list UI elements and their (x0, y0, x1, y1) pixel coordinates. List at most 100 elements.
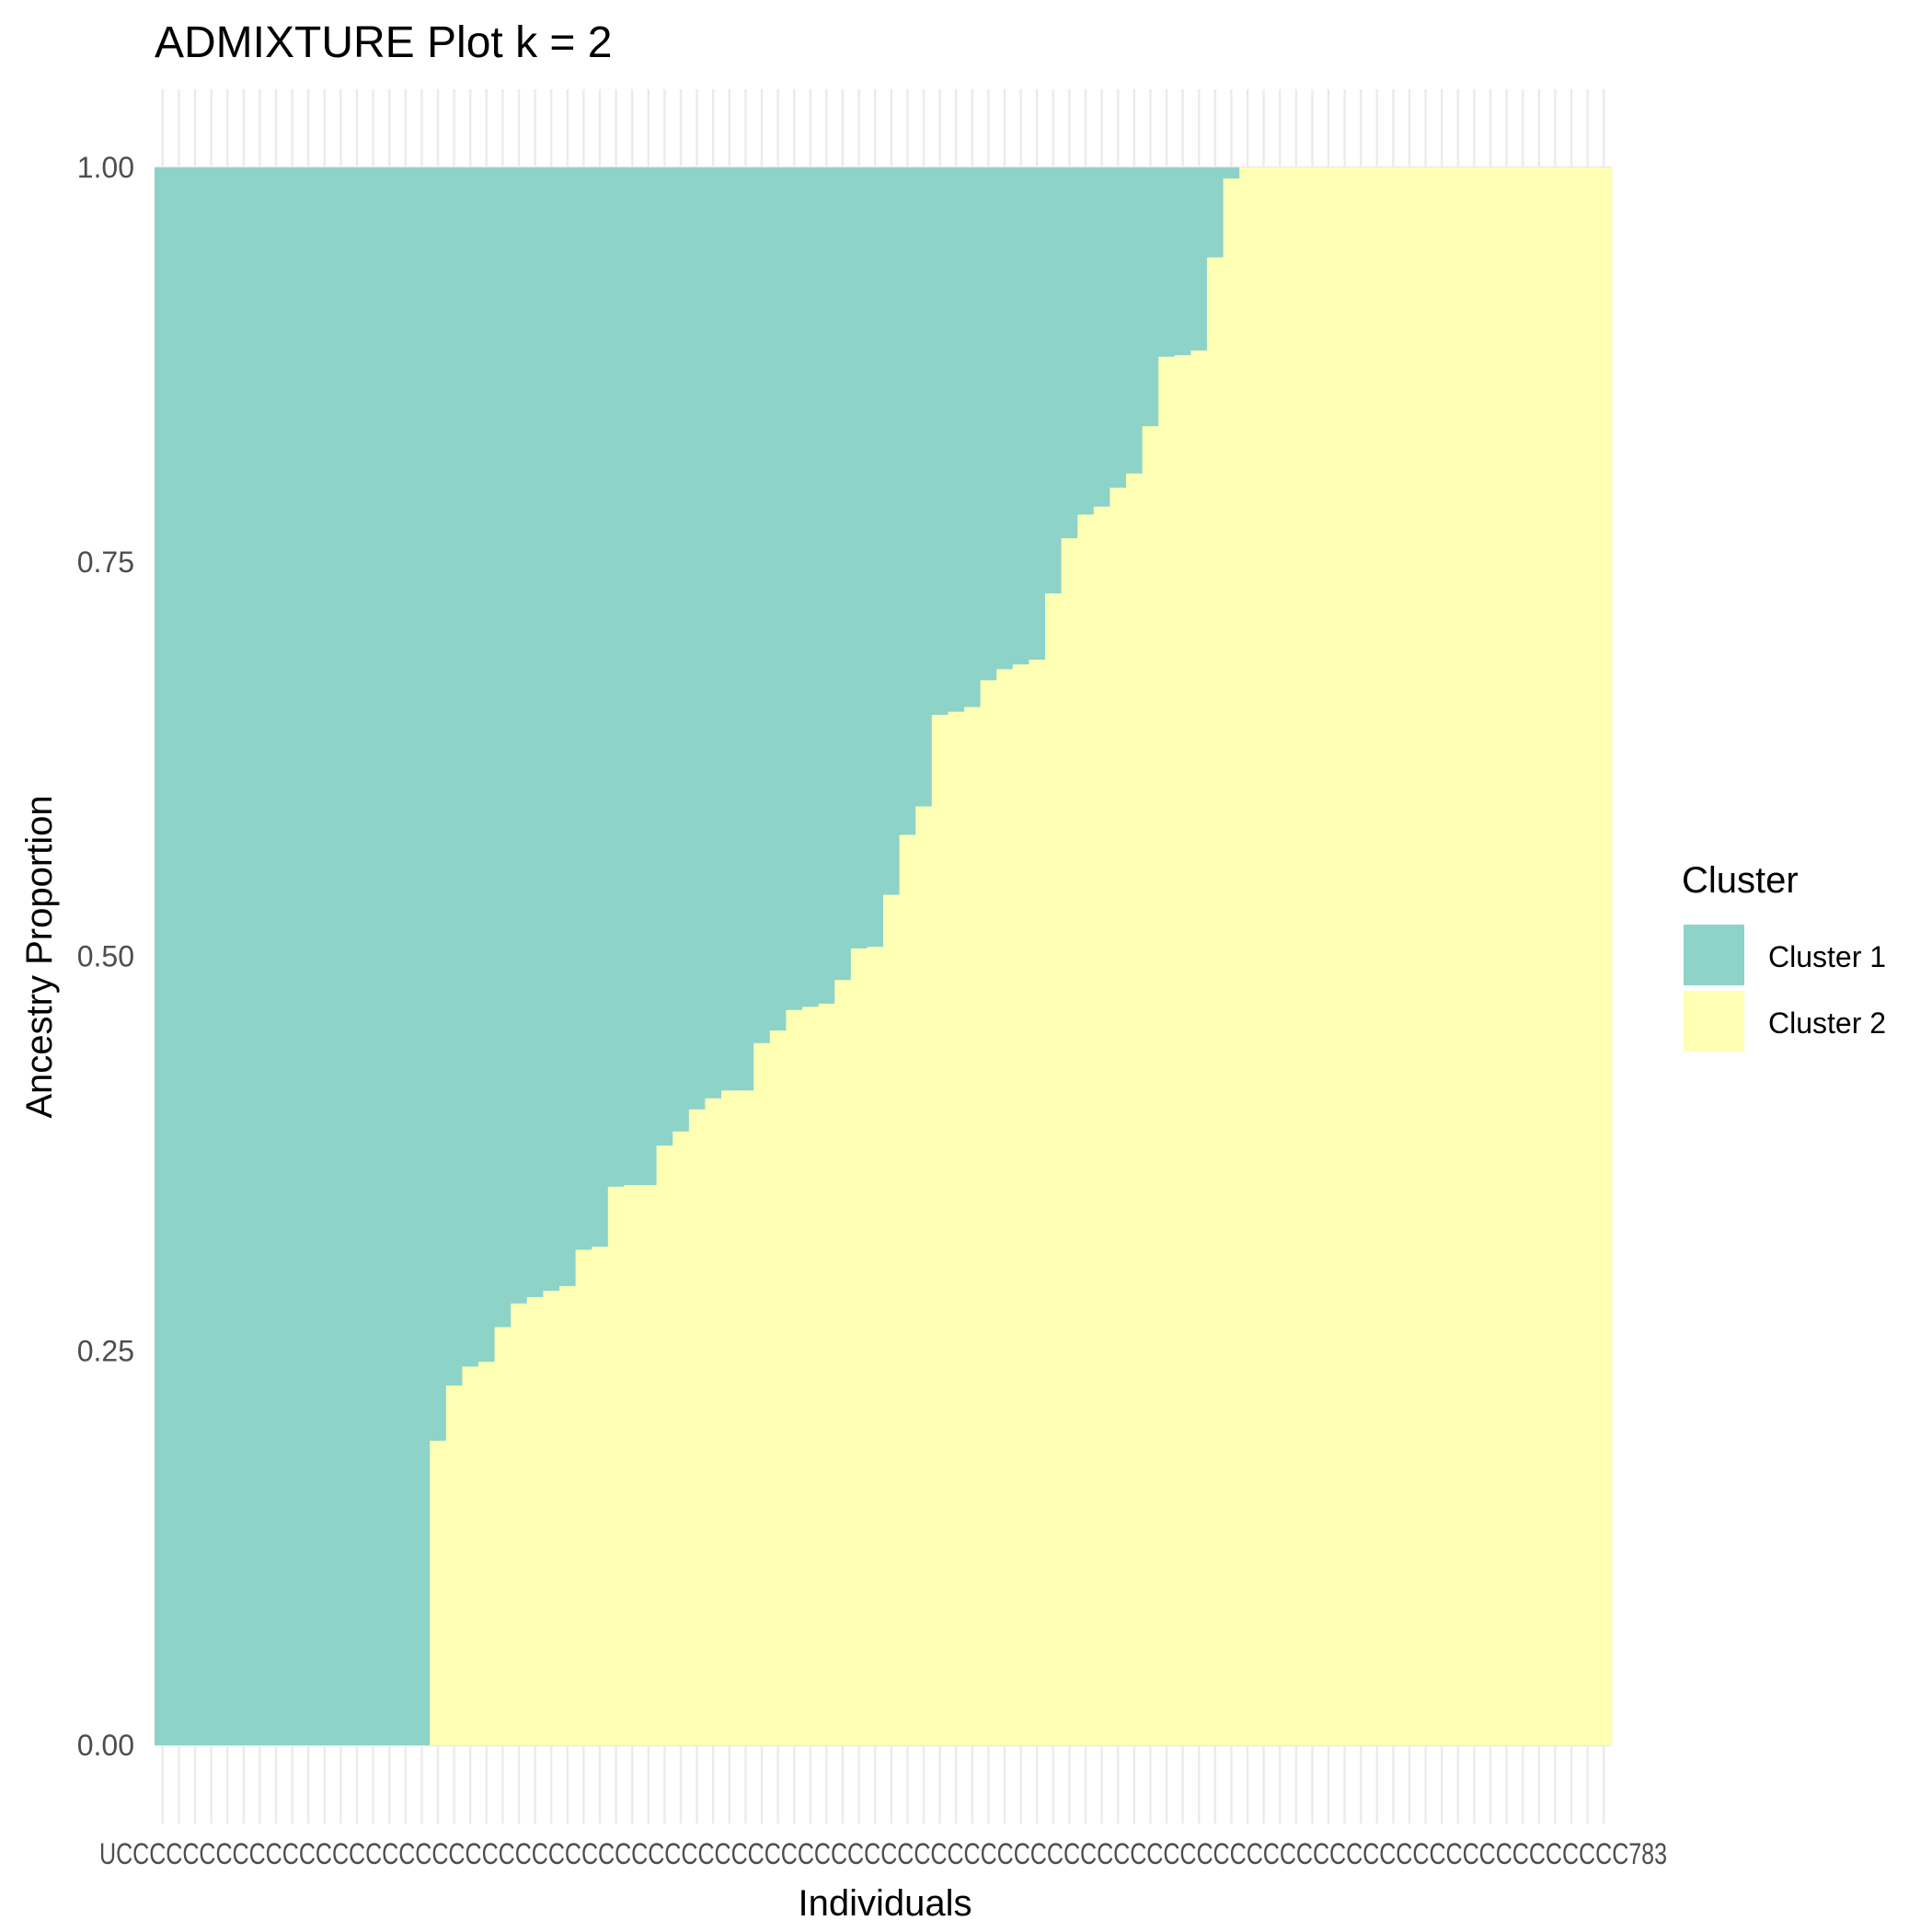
bar-cluster-1 (219, 167, 236, 1745)
bar-cluster-2 (445, 1385, 463, 1745)
bar-cluster-1 (268, 167, 285, 1745)
bar-cluster-1 (1012, 167, 1029, 665)
y-axis-title: Ancestry Proportion (19, 795, 60, 1118)
bar-cluster-2 (1255, 167, 1272, 1745)
bar-cluster-2 (769, 1030, 787, 1745)
bar-cluster-1 (948, 167, 965, 712)
bar-cluster-2 (1563, 167, 1581, 1745)
y-tick-label: 0.50 (77, 940, 134, 973)
bar-cluster-2 (948, 711, 965, 1745)
bar-cluster-1 (1045, 167, 1063, 594)
bar-cluster-1 (1158, 167, 1176, 357)
bar-cluster-2 (430, 1441, 447, 1745)
bar-cluster-1 (1077, 167, 1095, 515)
bar-cluster-1 (251, 167, 269, 1745)
bar-cluster-2 (1288, 167, 1305, 1745)
bar-cluster-2 (462, 1366, 479, 1745)
legend-label-cluster-2: Cluster 2 (1768, 1006, 1886, 1040)
bar-cluster-1 (980, 167, 997, 681)
bar-cluster-1 (332, 167, 350, 1745)
bar-cluster-2 (1385, 167, 1402, 1745)
bar-cluster-1 (592, 167, 609, 1248)
bar-cluster-2 (883, 894, 901, 1745)
bar-cluster-1 (1061, 167, 1078, 539)
legend-title: Cluster (1682, 860, 1799, 901)
bar-cluster-1 (737, 167, 754, 1091)
bar-cluster-2 (673, 1131, 690, 1745)
bar-cluster-2 (1207, 257, 1225, 1745)
bar-cluster-2 (931, 715, 949, 1745)
bar-cluster-2 (1531, 167, 1548, 1745)
bar-cluster-2 (1369, 167, 1386, 1745)
bar-cluster-2 (494, 1327, 512, 1745)
y-tick-label: 0.25 (77, 1334, 134, 1367)
bar-cluster-1 (1093, 167, 1110, 507)
legend-swatch-cluster-2 (1684, 991, 1744, 1052)
bar-cluster-2 (753, 1042, 771, 1745)
bar-cluster-2 (1514, 167, 1532, 1745)
bar-cluster-1 (786, 167, 803, 1010)
bar-cluster-1 (1223, 167, 1240, 179)
bar-cluster-2 (1029, 660, 1046, 1745)
bar-cluster-2 (786, 1009, 803, 1745)
bar-cluster-2 (511, 1303, 528, 1745)
bar-cluster-2 (915, 806, 933, 1745)
bar-cluster-1 (543, 167, 560, 1292)
bar-cluster-1 (673, 167, 690, 1132)
bar-cluster-2 (964, 707, 982, 1745)
bar-cluster-2 (1579, 167, 1596, 1745)
bar-cluster-2 (656, 1145, 673, 1745)
bar-cluster-1 (996, 167, 1014, 670)
bar-cluster-1 (155, 167, 172, 1745)
bar-cluster-1 (1029, 167, 1046, 661)
bar-cluster-2 (1223, 178, 1240, 1745)
bar-cluster-2 (1466, 167, 1483, 1745)
bar-cluster-2 (1547, 167, 1564, 1745)
bar-cluster-1 (397, 167, 415, 1745)
bar-cluster-1 (656, 167, 673, 1146)
bar-cluster-2 (1336, 167, 1353, 1745)
bar-cluster-1 (899, 167, 916, 835)
bar-cluster-2 (1126, 473, 1144, 1746)
bar-cluster-1 (526, 167, 544, 1297)
bar-cluster-2 (1271, 167, 1289, 1745)
bar-cluster-1 (769, 167, 787, 1031)
bar-cluster-1 (494, 167, 512, 1328)
bar-cluster-2 (592, 1247, 609, 1745)
bar-cluster-2 (1158, 356, 1176, 1745)
bar-cluster-2 (607, 1186, 625, 1745)
bar-cluster-1 (640, 167, 658, 1186)
bar-cluster-1 (883, 167, 901, 895)
bar-cluster-2 (1190, 350, 1208, 1746)
bar-cluster-2 (1045, 593, 1063, 1745)
bar-cluster-2 (1482, 167, 1500, 1745)
bar-cluster-1 (349, 167, 366, 1745)
bar-cluster-1 (575, 167, 592, 1250)
bar-cluster-2 (1012, 664, 1029, 1745)
bar-cluster-2 (899, 834, 916, 1745)
bar-cluster-2 (526, 1296, 544, 1745)
bar-cluster-1 (316, 167, 334, 1745)
legend-label-cluster-1: Cluster 1 (1768, 940, 1886, 973)
bar-cluster-1 (1126, 167, 1144, 474)
bar-cluster-1 (187, 167, 204, 1745)
bar-cluster-2 (1142, 426, 1159, 1745)
bar-cluster-2 (559, 1285, 577, 1745)
x-axis-title: Individuals (798, 1883, 972, 1924)
bar-cluster-1 (1142, 167, 1159, 427)
bar-cluster-2 (1239, 167, 1257, 1745)
bar-cluster-1 (1110, 167, 1127, 489)
bar-cluster-1 (170, 167, 188, 1745)
bar-cluster-2 (980, 680, 997, 1745)
bar-cluster-2 (867, 947, 884, 1745)
bar-cluster-2 (1304, 167, 1321, 1745)
legend-swatch-cluster-1 (1684, 925, 1744, 985)
bar-cluster-2 (1320, 167, 1338, 1745)
bar-cluster-1 (802, 167, 820, 1007)
bar-cluster-1 (688, 167, 706, 1110)
bar-cluster-2 (1595, 167, 1613, 1745)
chart-title: ADMIXTURE Plot k = 2 (155, 18, 612, 67)
bar-cluster-2 (834, 980, 852, 1745)
bar-cluster-1 (607, 167, 625, 1187)
